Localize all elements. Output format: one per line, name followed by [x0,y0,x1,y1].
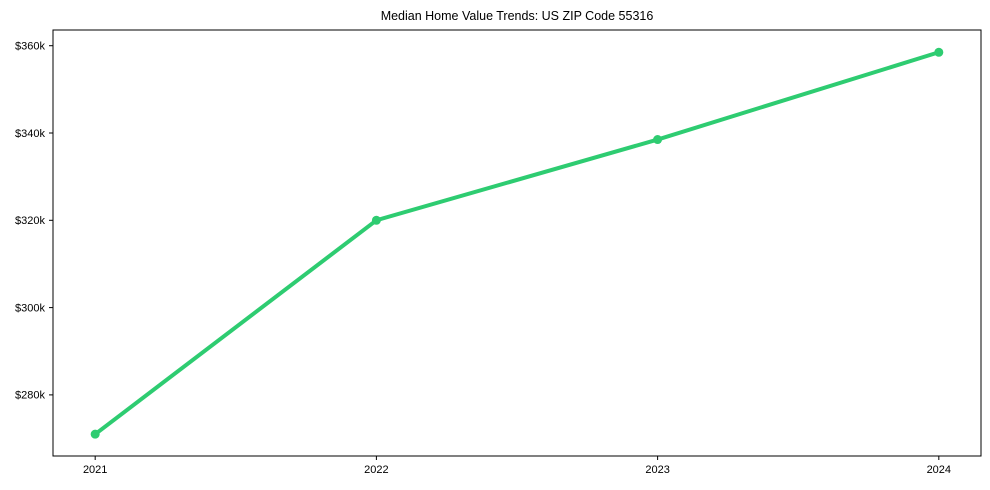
series-line [93,50,941,437]
data-point-marker [653,135,663,145]
data-point-marker [934,47,944,57]
y-tick-label: $280k [15,390,45,402]
x-tick-label: 2021 [83,464,107,476]
data-point-marker [90,429,100,439]
y-tick-label: $300k [15,302,45,314]
x-tick-label: 2024 [927,464,951,476]
data-point-marker [371,215,381,225]
x-tick-label: 2023 [645,464,669,476]
y-tick-label: $340k [15,128,45,140]
plot-border [52,29,982,457]
y-tick-label: $320k [15,215,45,227]
chart-title: Median Home Value Trends: US ZIP Code 55… [381,9,654,23]
y-tick-label: $360k [15,41,45,53]
x-tick-label: 2022 [364,464,388,476]
